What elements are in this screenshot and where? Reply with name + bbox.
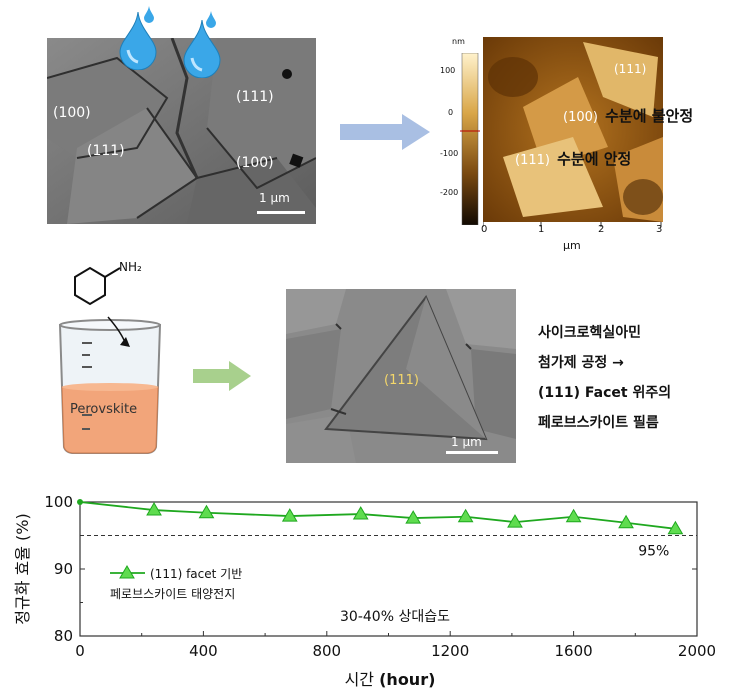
legend-marker	[119, 565, 135, 579]
x-axis-label: 시간 (hour)	[345, 670, 436, 689]
description-line: (111) Facet 위주의	[538, 385, 672, 401]
data-point	[405, 510, 422, 524]
water-drop-icon	[119, 11, 157, 70]
beaker-label: Perovskite	[70, 402, 138, 417]
afm-label-100-text: 수분에 불안정	[605, 107, 694, 125]
arrow-right-icon	[193, 361, 251, 391]
x-tick-label: 0	[75, 642, 85, 660]
humidity-annotation: 30-40% 상대습도	[340, 609, 450, 625]
afm-label-111-text: 수분에 안정	[557, 150, 632, 168]
efficiency-series-line	[79, 501, 676, 530]
sem-after-label-111: (111)	[384, 373, 419, 388]
y-tick-label: 80	[54, 627, 73, 645]
cyclohexylamine-molecule	[74, 266, 121, 306]
afm-height-map	[483, 37, 663, 222]
sem-label-111-right: (111)	[236, 89, 274, 105]
data-point	[146, 502, 162, 516]
x-tick-label: 1600	[555, 642, 593, 660]
water-drop-icon	[144, 6, 154, 23]
afm-label-111: (111) 수분에 안정	[515, 148, 631, 169]
reference-line-label: 95%	[638, 544, 669, 560]
description-line: 페로브스카이트 필름	[538, 415, 659, 431]
x-tick-label: 2000	[678, 642, 716, 660]
water-drop-icon	[183, 19, 221, 78]
sem-after-scale-label: 1 μm	[451, 435, 482, 449]
process-description: 사이크로헥실아민 첨가제 공정 → (111) Facet 위주의 페로브스카이…	[538, 318, 671, 438]
afm-x-tick-1: 1	[538, 224, 545, 235]
colorbar-tick-0: 0	[448, 108, 454, 117]
data-point	[352, 506, 369, 520]
x-tick-label: 400	[189, 642, 218, 660]
afm-x-tick-2: 2	[598, 224, 605, 235]
beaker-illustration	[58, 316, 162, 454]
data-point	[667, 520, 684, 535]
y-axis-label: 정규화 효율 (%)	[13, 513, 32, 624]
afm-label-111-top: (111)	[614, 62, 647, 76]
colorbar-tick-minus100: -100	[440, 149, 459, 158]
legend-label-line1: (111) facet 기반	[150, 567, 242, 581]
afm-x-tick-0: 0	[481, 224, 488, 235]
sem-after-texture	[286, 289, 516, 463]
data-point	[198, 504, 215, 519]
colorbar-tick-100: 100	[440, 66, 456, 75]
arrow-right-icon	[340, 114, 430, 150]
afm-x-axis	[483, 222, 662, 227]
afm-panel: nm 100 0 -100 -200 (111) (100) 수분에 불안정	[440, 35, 730, 255]
colorbar-tick-minus200: -200	[440, 188, 459, 197]
y-tick-label: 100	[44, 493, 73, 511]
data-point	[565, 508, 582, 523]
afm-label-100: (100) 수분에 불안정	[563, 105, 693, 126]
data-point	[507, 514, 523, 528]
data-point	[457, 508, 474, 523]
x-tick-label: 800	[312, 642, 341, 660]
stability-chart: 0 400 800 1200 1600 2000 100 90 80 95% (111) facet…	[13, 493, 716, 689]
data-point	[618, 514, 634, 529]
sem-image-before: (100) (111) (111) (100) 1 μm	[47, 38, 316, 224]
sem-image-after: (111) 1 μm	[286, 289, 516, 463]
afm-x-tick-3: 3	[656, 224, 663, 235]
data-point	[281, 508, 298, 522]
description-line: 첨가제 공정 →	[538, 355, 624, 371]
afm-x-unit: μm	[563, 239, 581, 252]
sem-grain-texture	[47, 38, 316, 224]
water-drop-icon	[206, 11, 216, 28]
sem-label-100-right: (100)	[236, 155, 274, 171]
legend-label-line2: 페로브스카이트 태양전지	[110, 587, 235, 601]
afm-colorbar	[460, 53, 480, 225]
afm-unit: nm	[452, 37, 465, 46]
sem-scale-bar-label: 1 μm	[259, 191, 290, 205]
y-tick-label: 90	[54, 560, 73, 578]
data-point	[77, 499, 83, 505]
afm-label-100-facet: (100)	[563, 110, 598, 125]
afm-label-111-facet: (111)	[515, 153, 550, 168]
sem-label-111-left: (111)	[87, 143, 125, 159]
x-tick-label: 1200	[431, 642, 469, 660]
description-line: 사이크로헥실아민	[538, 325, 642, 341]
molecule-nh2-label: NH₂	[119, 260, 142, 274]
sem-label-100-left: (100)	[53, 105, 91, 121]
